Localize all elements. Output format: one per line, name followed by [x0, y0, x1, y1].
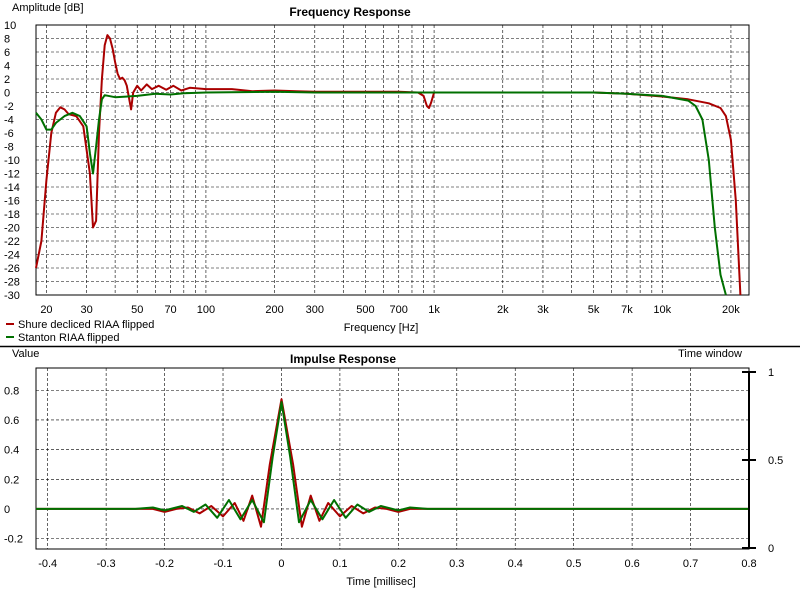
freq-y-tick-label: -18 [4, 209, 20, 221]
legend-label-shure: Shure decliced RIAA flipped [18, 319, 154, 331]
freq-y-tick-label: 8 [4, 34, 10, 46]
imp-x-tick-label: -0.4 [38, 558, 57, 570]
freq-y-tick-label: -28 [4, 277, 20, 289]
freq-y-tick-label: -10 [4, 155, 20, 167]
time-window-axis: 10.50 [742, 367, 783, 555]
frequency-grid [36, 24, 749, 296]
freq-x-tick-label: 50 [131, 304, 143, 316]
imp-x-tick-label: -0.2 [155, 558, 174, 570]
imp-series-line-1 [36, 401, 749, 524]
freq-series-line-1 [35, 90, 727, 296]
imp-x-tick-label: 0.4 [508, 558, 523, 570]
time-window-tick-label: 0.5 [768, 455, 783, 467]
freq-y-tick-label: -22 [4, 236, 20, 248]
freq-x-tick-label: 700 [390, 304, 408, 316]
freq-y-tick-label: 6 [4, 47, 10, 59]
imp-x-tick-label: 0.3 [449, 558, 464, 570]
frequency-response-chart: 1086420-2-4-6-8-10-12-14-16-18-20-22-24-… [4, 2, 750, 344]
imp-x-tick-label: -0.3 [97, 558, 116, 570]
freq-x-tick-label: 10k [653, 304, 671, 316]
freq-y-tick-label: 2 [4, 74, 10, 86]
freq-y-tick-label: -24 [4, 250, 20, 262]
freq-x-tick-label: 300 [306, 304, 324, 316]
imp-x-tick-label: 0.6 [624, 558, 639, 570]
freq-y-tick-label: -2 [4, 101, 14, 113]
impulse-y-axis-label: Value [12, 348, 39, 360]
freq-x-tick-label: 30 [80, 304, 92, 316]
freq-x-tick-label: 5k [588, 304, 600, 316]
legend-label-stanton: Stanton RIAA flipped [18, 332, 120, 344]
imp-x-tick-label: 0.7 [683, 558, 698, 570]
imp-y-tick-label: 0.8 [4, 385, 19, 397]
imp-x-tick-label: 0.2 [391, 558, 406, 570]
freq-y-tick-label: -20 [4, 223, 20, 235]
impulse-chart-title: Impulse Response [290, 352, 396, 366]
freq-y-tick-label: -6 [4, 128, 14, 140]
freq-x-tick-label: 20 [40, 304, 52, 316]
freq-x-tick-label: 7k [621, 304, 633, 316]
time-window-label: Time window [678, 348, 742, 360]
frequency-chart-title: Frequency Response [289, 5, 411, 19]
imp-y-tick-label: -0.2 [4, 534, 23, 546]
freq-y-tick-label: -4 [4, 115, 14, 127]
freq-x-tick-label: 1k [428, 304, 440, 316]
freq-y-tick-label: -14 [4, 182, 20, 194]
frequency-series [35, 34, 742, 296]
freq-x-tick-label: 2k [497, 304, 509, 316]
legend: Shure decliced RIAA flipped Stanton RIAA… [6, 319, 154, 344]
freq-y-tick-label: -12 [4, 169, 20, 181]
frequency-plot-area [35, 24, 750, 296]
impulse-series [36, 398, 749, 528]
imp-x-tick-label: 0.5 [566, 558, 581, 570]
freq-x-tick-label: 100 [197, 304, 215, 316]
freq-y-tick-label: 10 [4, 20, 16, 32]
freq-y-tick-label: -26 [4, 263, 20, 275]
freq-x-tick-label: 20k [722, 304, 740, 316]
freq-x-tick-label: 3k [537, 304, 549, 316]
freq-x-tick-label: 500 [356, 304, 374, 316]
freq-y-tick-label: 0 [4, 88, 10, 100]
imp-y-tick-label: 0.2 [4, 474, 19, 486]
freq-y-tick-label: -30 [4, 290, 20, 302]
imp-x-tick-label: -0.1 [214, 558, 233, 570]
frequency-y-axis-label: Amplitude [dB] [12, 2, 84, 14]
impulse-tick-labels: -0.4 -0.3 -0.2 -0.1 0 0.1 0.2 0.3 0.4 0.5 0.6 0.7 0.… [4, 385, 757, 570]
freq-x-tick-label: 70 [164, 304, 176, 316]
imp-y-tick-label: 0.4 [4, 445, 19, 457]
imp-y-tick-label: 0 [4, 504, 10, 516]
imp-x-tick-label: 0.1 [332, 558, 347, 570]
freq-x-tick-label: 200 [265, 304, 283, 316]
freq-y-tick-label: 4 [4, 61, 10, 73]
frequency-x-axis-label: Frequency [Hz] [344, 322, 419, 334]
time-window-tick-label: 0 [768, 543, 774, 555]
impulse-x-axis-label: Time [millisec] [346, 576, 415, 588]
freq-y-tick-label: -16 [4, 196, 20, 208]
imp-y-tick-label: 0.6 [4, 415, 19, 427]
imp-x-tick-label: 0 [278, 558, 284, 570]
freq-y-tick-label: -8 [4, 142, 14, 154]
impulse-response-chart: -0.4 -0.3 -0.2 -0.1 0 0.1 0.2 0.3 0.4 0.5 0.6 0.7 0.… [4, 348, 783, 588]
time-window-tick-label: 1 [768, 367, 774, 379]
imp-x-tick-label: 0.8 [741, 558, 756, 570]
frequency-tick-labels: 1086420-2-4-6-8-10-12-14-16-18-20-22-24-… [4, 20, 740, 316]
